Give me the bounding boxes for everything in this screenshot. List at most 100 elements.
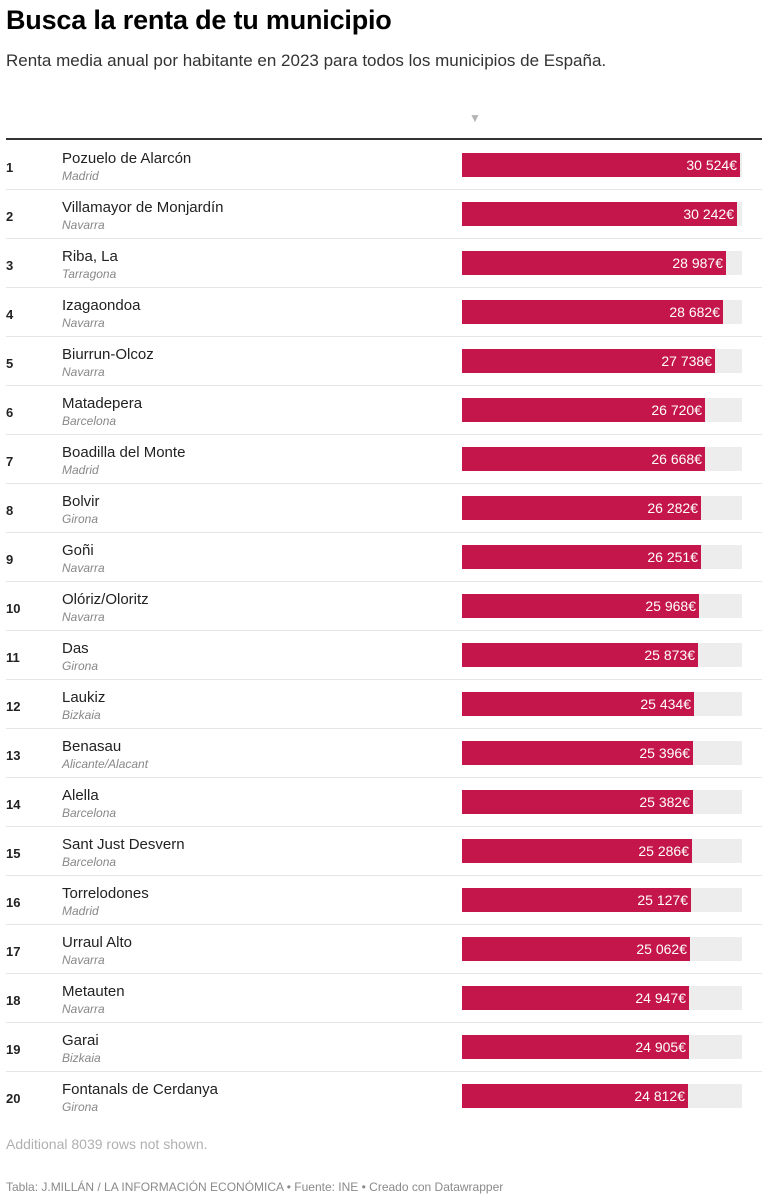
province-name: Girona: [62, 512, 99, 526]
income-value-label: 25 127€: [637, 892, 688, 908]
table-row[interactable]: 2 Villamayor de Monjardín Navarra 30 242€: [6, 190, 762, 239]
income-bar: 28 987€: [462, 251, 726, 275]
province-name: Navarra: [62, 561, 105, 575]
header-divider: [6, 138, 762, 140]
table-row[interactable]: 1 Pozuelo de Alarcón Madrid 30 524€: [6, 141, 762, 190]
income-value-label: 25 286€: [638, 843, 689, 859]
income-bar: 25 434€: [462, 692, 694, 716]
table-row[interactable]: 11 Das Girona 25 873€: [6, 631, 762, 680]
province-name: Navarra: [62, 953, 105, 967]
income-bar-track: 25 382€: [462, 790, 742, 814]
table-row[interactable]: 8 Bolvir Girona 26 282€: [6, 484, 762, 533]
municipality-name: Izagaondoa: [62, 297, 141, 314]
province-name: Navarra: [62, 610, 105, 624]
table-row[interactable]: 19 Garai Bizkaia 24 905€: [6, 1023, 762, 1072]
municipality-name: Alella: [62, 787, 99, 804]
table-row[interactable]: 3 Riba, La Tarragona 28 987€: [6, 239, 762, 288]
row-rank: 9: [6, 552, 14, 567]
income-bar-track: 26 720€: [462, 398, 742, 422]
row-rank: 13: [6, 748, 21, 763]
row-rank: 10: [6, 601, 21, 616]
income-bar-track: 24 812€: [462, 1084, 742, 1108]
municipality-name: Das: [62, 640, 89, 657]
table-row[interactable]: 12 Laukiz Bizkaia 25 434€: [6, 680, 762, 729]
source-footer: Tabla: J.MILLÁN / LA INFORMACIÓN ECONÓMI…: [6, 1180, 504, 1194]
table-row[interactable]: 5 Biurrun-Olcoz Navarra 27 738€: [6, 337, 762, 386]
municipality-name: Riba, La: [62, 248, 118, 265]
province-name: Navarra: [62, 365, 105, 379]
table-row[interactable]: 17 Urraul Alto Navarra 25 062€: [6, 925, 762, 974]
municipality-name: Metauten: [62, 983, 125, 1000]
province-name: Alicante/Alacant: [62, 757, 149, 771]
table-row[interactable]: 9 Goñi Navarra 26 251€: [6, 533, 762, 582]
table-row[interactable]: 13 Benasau Alicante/Alacant 25 396€: [6, 729, 762, 778]
income-value-label: 26 668€: [651, 451, 702, 467]
income-bar-track: 26 282€: [462, 496, 742, 520]
income-bar-track: 25 286€: [462, 839, 742, 863]
province-name: Girona: [62, 659, 99, 673]
income-bar-track: 25 127€: [462, 888, 742, 912]
income-bar: 30 524€: [462, 153, 740, 177]
income-value-label: 27 738€: [661, 353, 712, 369]
municipality-name: Fontanals de Cerdanya: [62, 1081, 218, 1098]
income-bar: 30 242€: [462, 202, 737, 226]
row-rank: 2: [6, 209, 14, 224]
table-row[interactable]: 15 Sant Just Desvern Barcelona 25 286€: [6, 827, 762, 876]
income-bar: 24 905€: [462, 1035, 689, 1059]
table-body: 1 Pozuelo de Alarcón Madrid 30 524€ 2 Villama…: [6, 141, 762, 1120]
municipality-name: Sant Just Desvern: [62, 836, 185, 853]
income-value-label: 24 947€: [635, 990, 686, 1006]
table-row[interactable]: 6 Matadepera Barcelona 26 720€: [6, 386, 762, 435]
income-value-label: 26 251€: [647, 549, 698, 565]
table-row[interactable]: 14 Alella Barcelona 25 382€: [6, 778, 762, 827]
income-bar-track: 25 434€: [462, 692, 742, 716]
table-row[interactable]: 4 Izagaondoa Navarra 28 682€: [6, 288, 762, 337]
row-rank: 7: [6, 454, 14, 469]
table-row[interactable]: 10 Olóriz/Oloritz Navarra 25 968€: [6, 582, 762, 631]
income-bar-track: 26 668€: [462, 447, 742, 471]
province-name: Madrid: [62, 904, 99, 918]
income-bar: 25 382€: [462, 790, 693, 814]
row-rank: 5: [6, 356, 14, 371]
sort-arrow-icon[interactable]: ▼: [469, 111, 481, 125]
row-rank: 6: [6, 405, 14, 420]
income-value-label: 25 968€: [645, 598, 696, 614]
province-name: Navarra: [62, 218, 105, 232]
province-name: Barcelona: [62, 806, 117, 820]
income-bar-track: 25 873€: [462, 643, 742, 667]
table-row[interactable]: 16 Torrelodones Madrid 25 127€: [6, 876, 762, 925]
province-name: Bizkaia: [62, 708, 101, 722]
income-bar: 25 286€: [462, 839, 692, 863]
municipality-name: Urraul Alto: [62, 934, 133, 951]
income-bar-track: 28 682€: [462, 300, 742, 324]
province-name: Navarra: [62, 316, 105, 330]
municipality-name: Goñi: [62, 542, 94, 559]
income-bar-track: 25 968€: [462, 594, 742, 618]
province-name: Bizkaia: [62, 1051, 101, 1065]
income-bar-track: 30 242€: [462, 202, 742, 226]
income-bar-track: 25 396€: [462, 741, 742, 765]
income-value-label: 25 396€: [639, 745, 690, 761]
income-value-label: 25 382€: [639, 794, 690, 810]
income-value-label: 25 873€: [644, 647, 695, 663]
table-row[interactable]: 20 Fontanals de Cerdanya Girona 24 812€: [6, 1072, 762, 1120]
income-bar: 25 127€: [462, 888, 691, 912]
income-bar: 28 682€: [462, 300, 723, 324]
page-subtitle: Renta media anual por habitante en 2023 …: [6, 51, 607, 70]
income-bar: 25 968€: [462, 594, 699, 618]
table-row[interactable]: 18 Metauten Navarra 24 947€: [6, 974, 762, 1023]
table-row[interactable]: 7 Boadilla del Monte Madrid 26 668€: [6, 435, 762, 484]
row-rank: 15: [6, 846, 21, 861]
income-bar: 24 812€: [462, 1084, 688, 1108]
municipality-name: Torrelodones: [62, 885, 149, 902]
income-bar: 25 062€: [462, 937, 690, 961]
income-value-label: 25 062€: [636, 941, 687, 957]
row-rank: 16: [6, 895, 21, 910]
row-rank: 18: [6, 993, 21, 1008]
income-value-label: 26 720€: [651, 402, 702, 418]
row-rank: 11: [6, 650, 20, 665]
municipality-name: Laukiz: [62, 689, 106, 706]
page-title: Busca la renta de tu municipio: [6, 5, 392, 35]
municipality-name: Olóriz/Oloritz: [62, 591, 149, 608]
municipality-name: Boadilla del Monte: [62, 444, 186, 461]
